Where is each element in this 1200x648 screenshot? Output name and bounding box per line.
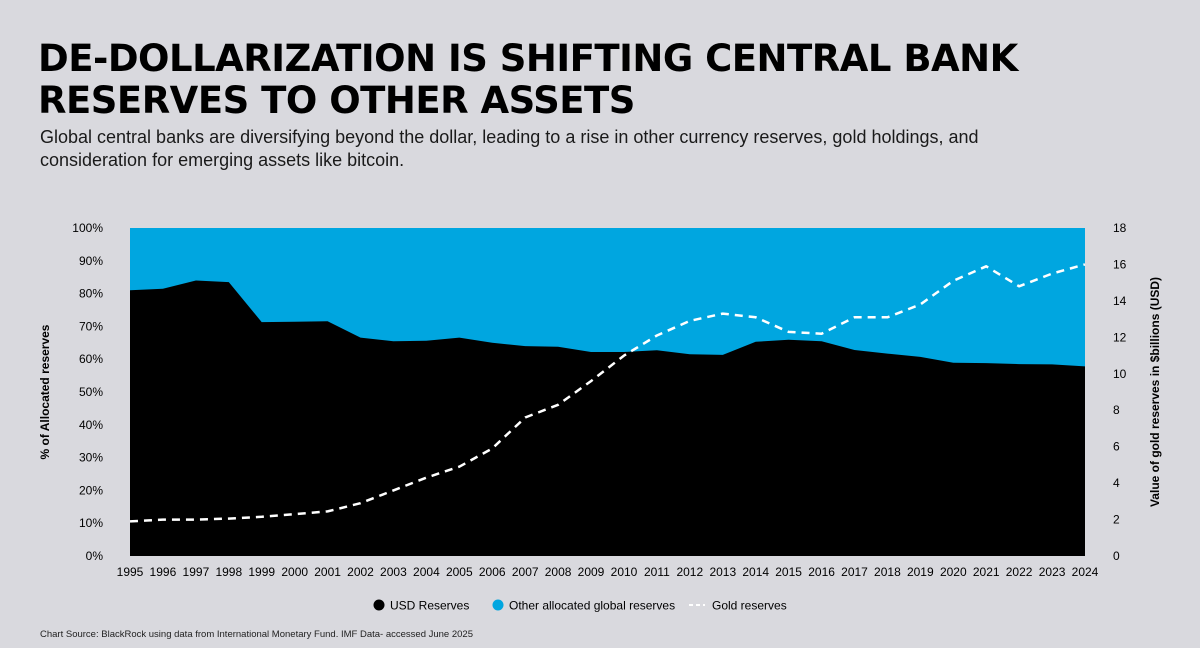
left-axis-ticks: 0% 10% 20% 30% 40% 50% 60% 70% 80% 90% 100% [72,221,103,563]
left-tick-label: 60% [79,352,103,366]
plot-area [129,228,1086,556]
x-tick-label: 2024 [1072,565,1099,579]
left-tick-label: 100% [72,221,103,235]
right-tick-label: 12 [1113,330,1127,344]
right-tick-label: 16 [1113,257,1127,271]
left-axis-title: % of Allocated reserves [38,324,52,459]
legend-other-swatch [492,599,504,611]
x-tick-label: 2022 [1006,565,1033,579]
x-tick-label: 1998 [215,565,242,579]
right-tick-label: 14 [1113,294,1127,308]
left-tick-label: 20% [79,483,103,497]
right-axis-title: Value of gold reserves in $billions (USD… [1148,277,1162,507]
x-tick-label: 2017 [841,565,868,579]
x-tick-label: 2006 [479,565,506,579]
x-tick-label: 2021 [973,565,1000,579]
left-tick-label: 50% [79,385,103,399]
x-tick-label: 1999 [248,565,275,579]
x-tick-label: 2020 [940,565,967,579]
left-tick-label: 30% [79,451,103,465]
right-tick-label: 18 [1113,221,1127,235]
left-tick-label: 70% [79,319,103,333]
x-tick-label: 2018 [874,565,901,579]
right-tick-label: 2 [1113,513,1120,527]
left-tick-label: 80% [79,287,103,301]
left-tick-label: 10% [79,516,103,530]
x-tick-label: 2007 [512,565,539,579]
right-tick-label: 10 [1113,367,1127,381]
x-tick-label: 2002 [347,565,374,579]
left-tick-label: 90% [79,254,103,268]
x-tick-label: 2019 [907,565,934,579]
x-tick-label: 1995 [117,565,144,579]
x-tick-label: 2010 [611,565,638,579]
x-tick-label: 2012 [676,565,703,579]
right-tick-label: 0 [1113,549,1120,563]
x-tick-label: 2005 [446,565,473,579]
x-tick-label: 2016 [808,565,835,579]
right-tick-label: 8 [1113,403,1120,417]
usd-reserves-area [130,280,1085,556]
legend-other-label: Other allocated global reserves [509,599,675,613]
x-tick-label: 1997 [183,565,210,579]
right-tick-label: 6 [1113,440,1120,454]
chart-source: Chart Source: BlackRock using data from … [40,629,473,640]
x-tick-label: 2000 [281,565,308,579]
page-subtitle: Global central banks are diversifying be… [40,127,979,170]
x-tick-label: 2014 [742,565,769,579]
legend-gold-label: Gold reserves [712,599,787,613]
x-axis-ticks: 1995 1996 1997 1998 1999 2000 2001 2002 2003 2004… [117,565,1099,579]
page-title: DE-DOLLARIZATION IS SHIFTING CENTRAL BAN… [38,37,1018,122]
x-tick-label: 2003 [380,565,407,579]
left-tick-label: 40% [79,418,103,432]
x-tick-label: 2023 [1039,565,1066,579]
x-tick-label: 2013 [709,565,736,579]
x-tick-label: 1996 [150,565,177,579]
legend: USD Reserves Other allocated global rese… [373,599,787,613]
x-tick-label: 2008 [545,565,572,579]
x-tick-label: 2009 [578,565,605,579]
right-tick-label: 4 [1113,476,1120,490]
gold-reserves-line [129,263,1086,523]
left-tick-label: 0% [86,549,104,563]
x-tick-label: 2001 [314,565,341,579]
right-axis-ticks: 0 2 4 6 8 10 12 14 16 18 [1113,221,1127,563]
legend-usd-swatch [373,599,385,611]
x-tick-label: 2015 [775,565,802,579]
legend-usd-label: USD Reserves [390,599,469,613]
x-tick-label: 2011 [644,565,670,579]
x-tick-label: 2004 [413,565,440,579]
